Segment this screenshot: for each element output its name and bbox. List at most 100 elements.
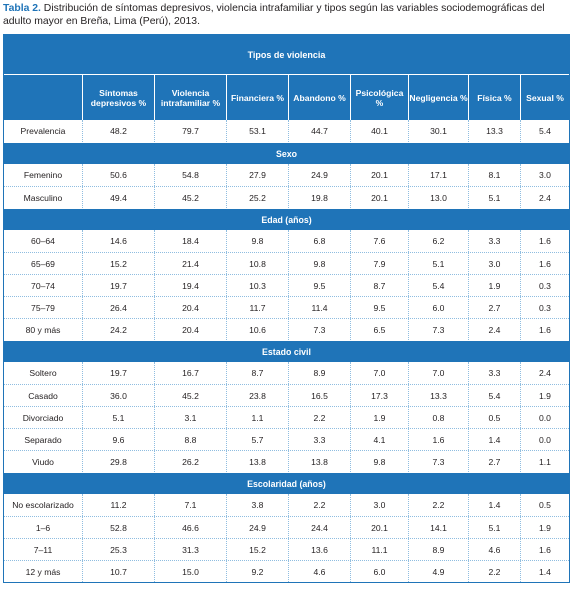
table-row: 12 y más 10.7 15.0 9.2 4.6 6.0 4.9 2.2 1.4 [4, 560, 569, 582]
table-cell: 3.3 [288, 429, 350, 450]
table-cell: 1.1 [226, 407, 288, 428]
row-label: Masculino [23, 192, 63, 203]
row-label: Divorciado [22, 412, 64, 423]
table-cell: 17.1 [408, 164, 468, 186]
table-cell: 21.4 [154, 253, 226, 274]
table-cell: 8.9 [408, 539, 468, 560]
table-cell: 11.1 [350, 539, 408, 560]
table-cell: 13.8 [288, 451, 350, 472]
table-cell: 1.6 [520, 319, 569, 340]
table-cell: 0.8 [408, 407, 468, 428]
row-label: Soltero [29, 368, 57, 378]
table-cell: 7.6 [350, 230, 408, 252]
table-cell: 26.4 [82, 297, 154, 318]
table-cell: 24.4 [288, 517, 350, 538]
table-caption: Tabla 2. Distribución de síntomas depres… [3, 2, 569, 28]
table-cell: 3.3 [468, 362, 520, 384]
table-cell: 1.4 [468, 429, 520, 450]
table-cell: 5.4 [468, 385, 520, 406]
table-cell: 19.7 [82, 275, 154, 296]
table-cell: 7.9 [350, 253, 408, 274]
table-caption-text: Distribución de síntomas depresivos, vio… [3, 3, 545, 27]
table-cell: 13.3 [468, 120, 520, 142]
table-cell: 1.6 [520, 253, 569, 274]
table-cell: 16.7 [154, 362, 226, 384]
table-cell: 79.7 [154, 120, 226, 142]
row-label: 60–64 [31, 236, 55, 246]
table-cell: 23.8 [226, 385, 288, 406]
table-cell: 14.6 [82, 230, 154, 252]
table-row: Casado 36.0 45.2 23.8 16.5 17.3 13.3 5.4 1.9 [4, 384, 569, 406]
table-cell: 13.3 [408, 385, 468, 406]
table-row: Viudo 29.8 26.2 13.8 13.8 9.8 7.3 2.7 1.1 [4, 450, 569, 472]
table-cell: 10.6 [226, 319, 288, 340]
section-header: Escolaridad (años) [4, 472, 569, 494]
table-row: 1–6 52.8 46.6 24.9 24.4 20.1 14.1 5.1 1.9 [4, 516, 569, 538]
table-row: No escolarizado 11.2 7.1 3.8 2.2 3.0 2.2 1.4 0.5 [4, 494, 569, 516]
table-label: Tabla 2. [3, 3, 41, 14]
table-cell: 14.1 [408, 517, 468, 538]
table-cell: 9.2 [226, 561, 288, 582]
table-cell: 10.8 [226, 253, 288, 274]
table-cell: 3.0 [520, 164, 569, 186]
table-cell: 9.8 [288, 253, 350, 274]
table-cell: 5.1 [468, 517, 520, 538]
table-cell: 1.6 [520, 539, 569, 560]
table-cell: 54.8 [154, 164, 226, 186]
table-cell: 36.0 [82, 385, 154, 406]
table-cell: 3.3 [468, 230, 520, 252]
table-cell: 48.2 [82, 120, 154, 142]
table-cell: 8.9 [288, 362, 350, 384]
table-cell: 5.1 [468, 187, 520, 208]
table-cell: 45.2 [154, 187, 226, 208]
row-label: 7–11 [33, 544, 53, 555]
table-row: 60–64 14.6 18.4 9.8 6.8 7.6 6.2 3.3 1.6 [4, 230, 569, 252]
table-cell: 4.6 [288, 561, 350, 582]
table-cell: 50.6 [82, 164, 154, 186]
table-cell: 3.1 [154, 407, 226, 428]
table-cell: 4.9 [408, 561, 468, 582]
table-cell: 17.3 [350, 385, 408, 406]
column-header-fisica: Física % [468, 75, 520, 120]
table-cell: 2.2 [288, 494, 350, 516]
table-row: Masculino 49.4 45.2 25.2 19.8 20.1 13.0 5.1 2.4 [4, 186, 569, 208]
table-cell: 13.8 [226, 451, 288, 472]
table-cell: 1.6 [408, 429, 468, 450]
table-cell: 7.3 [408, 451, 468, 472]
column-header-row: Síntomas depresivos % Violencia intrafam… [4, 75, 569, 120]
table-cell: 24.2 [82, 319, 154, 340]
row-label: Casado [28, 390, 58, 401]
table-cell: 7.0 [408, 362, 468, 384]
column-header-label [4, 75, 82, 120]
column-header-negligencia: Negligencia % [408, 75, 468, 120]
table-cell: 2.2 [468, 561, 520, 582]
section-header: Edad (años) [4, 208, 569, 230]
table-cell: 30.1 [408, 120, 468, 142]
table-cell: 1.9 [520, 517, 569, 538]
table-cell: 15.2 [82, 253, 154, 274]
table-cell: 20.4 [154, 319, 226, 340]
table-cell: 25.3 [82, 539, 154, 560]
table-cell: 20.1 [350, 164, 408, 186]
table-cell: 45.2 [154, 385, 226, 406]
table-cell: 31.3 [154, 539, 226, 560]
table-cell: 9.5 [350, 297, 408, 318]
table-cell: 5.4 [520, 120, 569, 142]
table-cell: 2.2 [288, 407, 350, 428]
row-label: Separado [24, 434, 62, 445]
table-cell: 3.0 [468, 253, 520, 274]
table-cell: 1.6 [520, 230, 569, 252]
table-cell: 8.7 [226, 362, 288, 384]
table-cell: 8.1 [468, 164, 520, 186]
table-row: Femenino 50.6 54.8 27.9 24.9 20.1 17.1 8.1 3.0 [4, 164, 569, 186]
row-label: 80 y más [25, 324, 61, 335]
table-cell: 3.8 [226, 494, 288, 516]
table-cell: 15.2 [226, 539, 288, 560]
table-row: 65–69 15.2 21.4 10.8 9.8 7.9 5.1 3.0 1.6 [4, 252, 569, 274]
table-cell: 40.1 [350, 120, 408, 142]
table-cell: 44.7 [288, 120, 350, 142]
table-cell: 6.8 [288, 230, 350, 252]
table-cell: 2.2 [408, 494, 468, 516]
table-cell: 46.6 [154, 517, 226, 538]
table-cell: 6.0 [408, 297, 468, 318]
